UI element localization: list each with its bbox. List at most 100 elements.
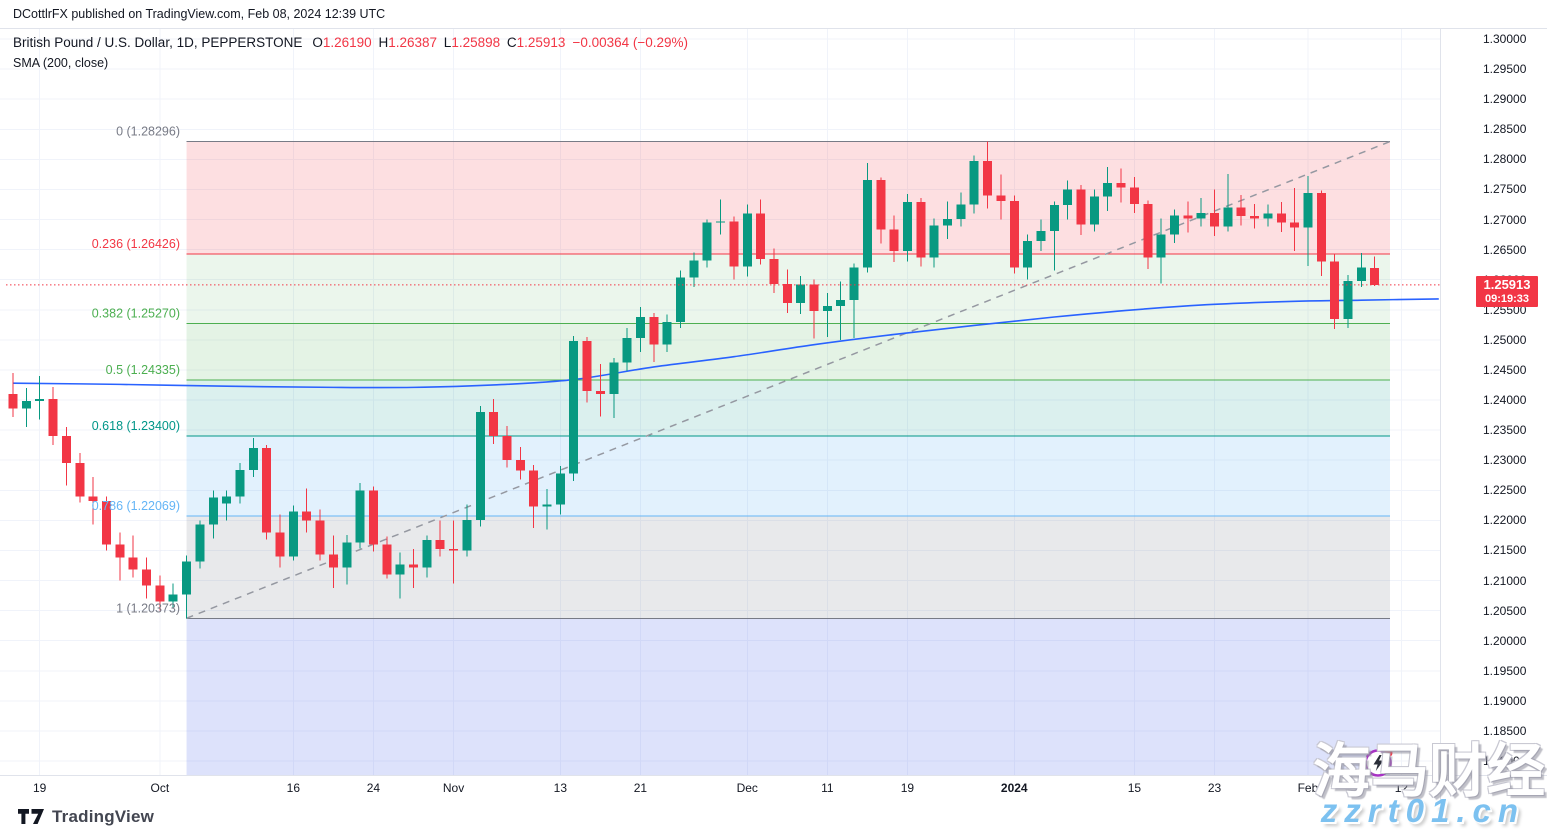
candle-body bbox=[1263, 213, 1273, 219]
candle-body bbox=[889, 229, 899, 251]
candle-body bbox=[1276, 213, 1286, 223]
candle-body bbox=[756, 213, 766, 260]
price-tick-label: 1.21500 bbox=[1483, 543, 1527, 558]
high-label: H bbox=[378, 35, 389, 50]
candle-body bbox=[1236, 207, 1246, 216]
candle-body bbox=[822, 306, 832, 311]
candle-body bbox=[1023, 241, 1033, 268]
candle-body bbox=[368, 490, 378, 545]
candle-body bbox=[101, 501, 111, 545]
close-value: 1.25913 bbox=[516, 35, 566, 50]
tradingview-logo[interactable]: TradingView bbox=[18, 807, 154, 827]
candle-body bbox=[395, 564, 405, 575]
candle-body bbox=[983, 161, 993, 196]
candle-body bbox=[1330, 261, 1340, 319]
candle-body bbox=[876, 179, 886, 230]
candle-body bbox=[1356, 267, 1366, 281]
candle-body bbox=[1303, 193, 1313, 228]
candle-body bbox=[1370, 268, 1380, 285]
candle-body bbox=[555, 473, 565, 505]
price-tick-label: 1.24500 bbox=[1483, 362, 1527, 377]
candle-body bbox=[676, 277, 685, 322]
price-tick-label: 1.20000 bbox=[1483, 633, 1527, 648]
candle-body bbox=[1076, 189, 1086, 225]
price-tick-label: 1.22500 bbox=[1483, 483, 1527, 498]
time-tick-label: Feb bbox=[1297, 781, 1319, 795]
time-axis[interactable]: 19 Oct 16 24 Nov 13 21 Dec 11 19 2024 15 23 Feb 12 bbox=[0, 775, 1547, 801]
candle-body bbox=[168, 594, 178, 602]
price-tick-label: 1.25000 bbox=[1483, 332, 1527, 347]
price-tick-label: 1.28000 bbox=[1483, 152, 1527, 167]
price-axis[interactable]: 1.25913 09:19:33 1.30000 1.29500 1.29000 1.… bbox=[1440, 28, 1547, 775]
time-tick-label: Dec bbox=[736, 781, 758, 795]
candle-body bbox=[595, 390, 605, 395]
candle-body bbox=[35, 398, 45, 402]
candle-body bbox=[1036, 230, 1046, 242]
legend-symbol-row[interactable]: British Pound / U.S. Dollar, 1D, PEPPERS… bbox=[13, 35, 688, 50]
open-label: O bbox=[312, 35, 323, 50]
candle-body bbox=[1343, 280, 1353, 319]
time-tick-label: 23 bbox=[1207, 781, 1222, 795]
candle-body bbox=[969, 161, 979, 205]
time-tick-label: 13 bbox=[553, 781, 568, 795]
candle-body bbox=[422, 540, 432, 568]
candle-body bbox=[48, 398, 58, 437]
fib-level-label: 0 (1.28296) bbox=[116, 125, 180, 139]
candle-body bbox=[409, 564, 418, 568]
axis-corner-divider bbox=[1440, 776, 1441, 801]
indicator-label[interactable]: SMA (200, close) bbox=[13, 56, 109, 70]
candle-body bbox=[302, 511, 312, 521]
candle-body bbox=[355, 490, 365, 543]
candle-body bbox=[288, 511, 298, 557]
candle-body bbox=[435, 540, 445, 550]
candle-body bbox=[729, 221, 739, 267]
candle-body bbox=[782, 283, 792, 304]
candle-body bbox=[262, 448, 272, 533]
candle-body bbox=[916, 202, 926, 258]
candle-body bbox=[529, 470, 539, 507]
price-tick-label: 1.29500 bbox=[1483, 62, 1527, 77]
price-tick-label: 1.30000 bbox=[1483, 32, 1527, 46]
symbol-title[interactable]: British Pound / U.S. Dollar, 1D, PEPPERS… bbox=[13, 35, 303, 50]
high-value: 1.26387 bbox=[388, 35, 438, 50]
candle-body bbox=[449, 549, 459, 551]
price-tick-label: 1.28500 bbox=[1483, 122, 1527, 137]
time-tick-label: 11 bbox=[821, 781, 834, 795]
price-tick-label: 1.26500 bbox=[1483, 242, 1527, 257]
candle-body bbox=[1196, 212, 1206, 219]
time-tick-label: 19 bbox=[33, 781, 47, 795]
fib-band bbox=[186, 516, 1390, 619]
candle-body bbox=[1316, 193, 1326, 262]
candle-body bbox=[275, 532, 285, 557]
candle-body bbox=[635, 316, 645, 339]
time-tick-label: Nov bbox=[442, 781, 465, 795]
candle-body bbox=[1223, 207, 1233, 227]
chart-canvas[interactable]: 0 (1.28296) 0.236 (1.26426) 0.382 (1.25270… bbox=[0, 28, 1440, 775]
price-tick-label: 1.27500 bbox=[1483, 182, 1527, 197]
candle-body bbox=[462, 519, 472, 551]
last-price-value: 1.25913 bbox=[1483, 276, 1531, 292]
price-tick-label: 1.18000 bbox=[1483, 754, 1527, 769]
candle-body bbox=[956, 204, 966, 219]
bar-countdown: 09:19:33 bbox=[1484, 292, 1530, 305]
byline: DCottlrFX published on TradingView.com, … bbox=[13, 7, 386, 21]
candle-body bbox=[61, 436, 71, 464]
legend-indicator-row[interactable]: SMA (200, close) bbox=[13, 56, 688, 70]
fib-band bbox=[186, 379, 1390, 437]
flash-event-icon[interactable] bbox=[1363, 746, 1395, 778]
candle-body bbox=[716, 221, 726, 223]
candle-body bbox=[115, 544, 125, 558]
candle-body bbox=[328, 554, 338, 568]
candle-body bbox=[836, 300, 846, 307]
fib-level-label: 0.5 (1.24335) bbox=[106, 363, 180, 377]
candle-body bbox=[88, 496, 98, 502]
price-tick-label: 1.19000 bbox=[1483, 693, 1527, 708]
price-tick-label: 1.19500 bbox=[1483, 663, 1527, 678]
candle-body bbox=[235, 469, 245, 497]
candle-body bbox=[662, 321, 672, 345]
candle-body bbox=[8, 394, 18, 409]
tradingview-logo-icon bbox=[18, 809, 44, 824]
candle-body bbox=[1210, 212, 1219, 227]
fib-band bbox=[186, 323, 1390, 380]
candle-body bbox=[75, 463, 85, 497]
